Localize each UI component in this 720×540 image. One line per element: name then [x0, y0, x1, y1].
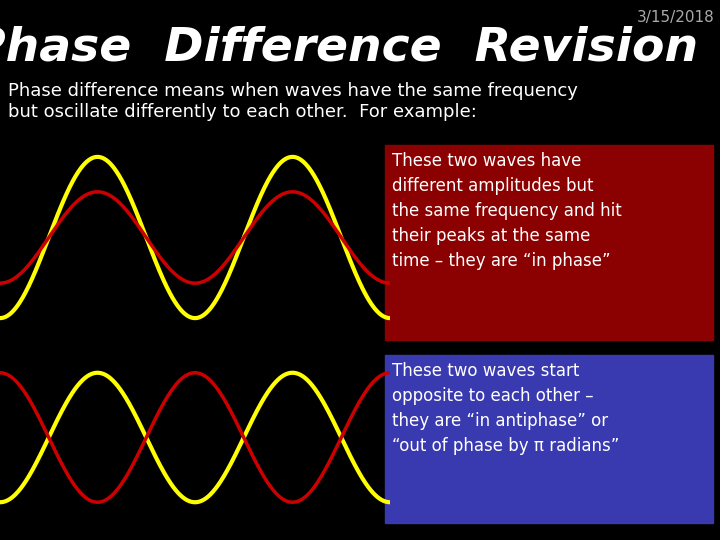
Text: These two waves have
different amplitudes but
the same frequency and hit
their p: These two waves have different amplitude…: [392, 152, 622, 270]
Text: Phase difference means when waves have the same frequency
but oscillate differen: Phase difference means when waves have t…: [8, 82, 578, 121]
FancyBboxPatch shape: [385, 145, 713, 340]
Text: These two waves start
opposite to each other –
they are “in antiphase” or
“out o: These two waves start opposite to each o…: [392, 362, 619, 455]
FancyBboxPatch shape: [385, 355, 713, 523]
Text: 3/15/2018: 3/15/2018: [637, 10, 715, 25]
Text: Phase  Difference  Revision: Phase Difference Revision: [0, 25, 698, 71]
